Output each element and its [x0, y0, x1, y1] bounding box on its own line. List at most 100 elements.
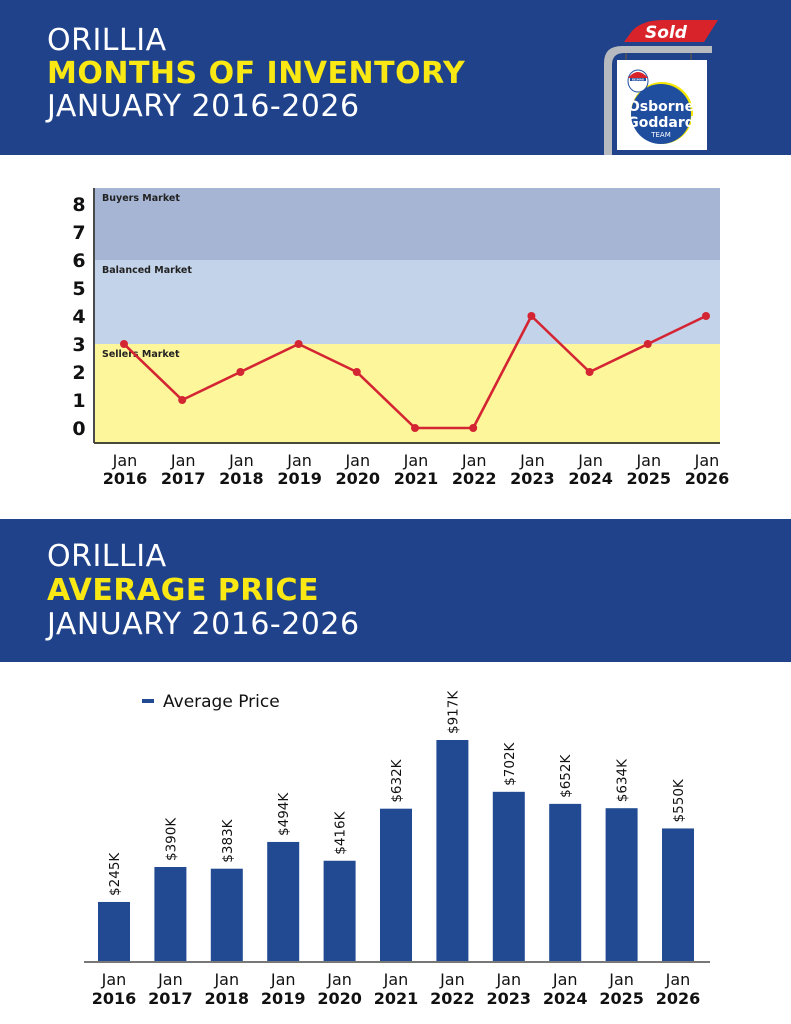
data-point	[411, 424, 419, 432]
y-tick-label: 7	[72, 222, 85, 244]
x-tick-year: 2017	[148, 989, 193, 1008]
legend-label: Average Price	[163, 692, 280, 712]
y-tick-label: 1	[72, 390, 85, 412]
brand-line1: Osborne	[628, 99, 694, 115]
sold-text: Sold	[645, 23, 688, 43]
section2-city: ORILLIA	[47, 539, 167, 574]
x-tick-year: 2020	[317, 989, 362, 1008]
bar-data-label: $245K	[107, 852, 123, 896]
bar-data-label: $702K	[502, 741, 518, 785]
header-city: ORILLIA	[47, 23, 167, 58]
bar	[492, 791, 525, 961]
x-tick-year: 2020	[336, 469, 381, 488]
x-tick-month: Jan	[519, 451, 545, 470]
brand-logo: Sold RE/MAX Osborne Goddard TEAM	[594, 18, 724, 155]
price-bar-chart: Average Price $245K $390K $383K $494K $416K $…	[84, 690, 710, 1008]
x-tick-month: Jan	[170, 451, 196, 470]
bar-data-label: $550K	[671, 778, 687, 822]
x-tick-year: 2021	[394, 469, 439, 488]
data-point	[120, 340, 128, 348]
x-tick-year: 2024	[568, 469, 613, 488]
legend-swatch-icon	[142, 699, 154, 703]
x-tick-month: Jan	[495, 970, 521, 989]
section2-metric: AVERAGE PRICE	[47, 573, 320, 608]
brand-line3: TEAM	[650, 131, 671, 139]
section2-banner: ORILLIA AVERAGE PRICE JANUARY 2016-2026	[0, 519, 791, 662]
data-point	[236, 368, 245, 376]
sold-rider-icon	[624, 20, 718, 42]
data-point	[352, 368, 361, 376]
bar	[380, 808, 412, 961]
data-point	[643, 340, 652, 348]
x-tick-year: 2022	[430, 989, 475, 1008]
bar	[605, 808, 638, 961]
bar-data-label: $632K	[389, 758, 405, 802]
x-tick-month: Jan	[552, 970, 578, 989]
x-tick-month: Jan	[665, 970, 691, 989]
x-tick-year: 2018	[205, 989, 250, 1008]
bar-data-label: $917K	[445, 690, 461, 734]
y-tick-label: 8	[72, 194, 85, 216]
bar	[549, 803, 582, 961]
data-point	[294, 340, 303, 348]
header-metric: MONTHS OF INVENTORY	[47, 56, 466, 91]
x-tick-month: Jan	[213, 970, 239, 989]
x-tick-year: 2023	[487, 989, 532, 1008]
x-tick-month: Jan	[635, 451, 661, 470]
x-tick-month: Jan	[694, 451, 720, 470]
x-tick-month: Jan	[112, 451, 138, 470]
bar-data-label: $390K	[163, 817, 179, 861]
y-tick-label: 3	[72, 334, 85, 356]
x-tick-month: Jan	[326, 970, 352, 989]
x-tick-month: Jan	[608, 970, 634, 989]
band-sellers-market	[94, 344, 720, 443]
band-label: Buyers Market	[102, 193, 180, 204]
x-tick-year: 2026	[685, 469, 730, 488]
bar	[436, 740, 469, 961]
x-tick-month: Jan	[101, 970, 127, 989]
brand-line2: Goddard	[627, 115, 695, 131]
data-point	[527, 312, 536, 320]
x-tick-year: 2025	[627, 469, 672, 488]
x-tick-month: Jan	[344, 451, 370, 470]
y-tick-label: 4	[72, 306, 85, 328]
y-tick-label: 0	[72, 418, 85, 440]
data-point	[585, 368, 594, 376]
bar-data-label: $383K	[220, 818, 236, 862]
data-point	[469, 424, 478, 432]
balloon-text: RE/MAX	[632, 78, 645, 82]
x-tick-month: Jan	[383, 970, 409, 989]
x-tick-year: 2019	[277, 469, 322, 488]
inventory-line-chart: Buyers Market Balanced Market Sellers Mark…	[72, 188, 730, 488]
y-tick-label: 6	[72, 250, 85, 272]
x-tick-month: Jan	[286, 451, 312, 470]
brand-circle-icon	[631, 84, 691, 144]
data-point	[178, 396, 187, 404]
y-tick-label: 2	[72, 362, 85, 384]
x-tick-year: 2018	[219, 469, 264, 488]
bar-data-label: $416K	[333, 810, 349, 854]
band-balanced-market	[94, 260, 720, 344]
section2-period: JANUARY 2016-2026	[47, 607, 360, 642]
header-banner: ORILLIA MONTHS OF INVENTORY JANUARY 2016…	[0, 0, 791, 155]
x-tick-month: Jan	[403, 451, 429, 470]
y-tick-label: 5	[72, 278, 85, 300]
x-tick-year: 2016	[103, 469, 148, 488]
x-tick-month: Jan	[461, 451, 487, 470]
x-tick-year: 2021	[374, 989, 419, 1008]
x-tick-year: 2023	[510, 469, 555, 488]
x-tick-year: 2022	[452, 469, 497, 488]
x-tick-year: 2026	[656, 989, 701, 1008]
band-label: Sellers Market	[102, 349, 180, 360]
bar	[662, 828, 694, 961]
band-buyers-market	[94, 188, 720, 260]
data-point	[702, 312, 710, 320]
bar	[154, 867, 187, 961]
bar-data-label: $494K	[276, 792, 292, 836]
bar	[210, 868, 243, 961]
x-tick-month: Jan	[270, 970, 296, 989]
x-tick-year: 2016	[92, 989, 137, 1008]
x-tick-month: Jan	[439, 970, 465, 989]
x-tick-year: 2024	[543, 989, 588, 1008]
bar	[98, 901, 130, 961]
